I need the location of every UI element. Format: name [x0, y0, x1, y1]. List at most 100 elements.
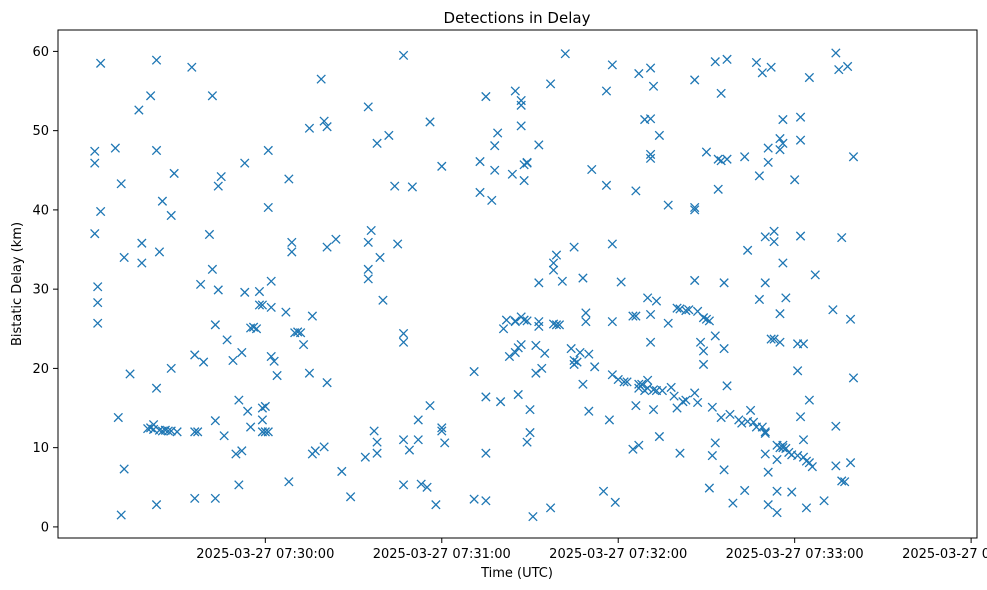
- data-point: [228, 355, 238, 366]
- data-point: [634, 440, 644, 450]
- data-point: [310, 446, 320, 456]
- data-point: [701, 314, 712, 324]
- data-point: [137, 258, 147, 268]
- data-point: [231, 449, 241, 459]
- data-point: [778, 442, 788, 453]
- data-point: [145, 91, 156, 101]
- y-tick-label: 60: [32, 45, 49, 60]
- data-point: [481, 91, 491, 102]
- data-point: [607, 316, 618, 327]
- data-point: [534, 278, 544, 288]
- data-point: [501, 315, 512, 325]
- data-point: [260, 427, 270, 437]
- data-point: [125, 369, 135, 379]
- data-point: [322, 242, 332, 252]
- data-point: [404, 445, 415, 455]
- data-point: [425, 400, 435, 411]
- data-point: [475, 187, 485, 198]
- data-point: [531, 340, 541, 351]
- data-point: [769, 334, 779, 344]
- data-point: [322, 122, 332, 132]
- data-point: [622, 377, 632, 387]
- data-point: [234, 480, 244, 490]
- data-point: [548, 265, 559, 275]
- data-point: [769, 236, 779, 247]
- data-point: [248, 322, 259, 332]
- data-point: [266, 276, 276, 286]
- data-point: [363, 274, 373, 284]
- data-point: [775, 145, 785, 155]
- data-point: [257, 415, 268, 425]
- data-point: [754, 294, 765, 305]
- data-point: [540, 348, 550, 359]
- data-point: [831, 48, 841, 58]
- data-point: [792, 450, 803, 461]
- data-point: [798, 339, 809, 349]
- data-point: [772, 454, 782, 465]
- data-point: [584, 349, 594, 359]
- data-point: [692, 397, 703, 408]
- data-point: [269, 356, 279, 366]
- chart-title: Detections in Delay: [444, 9, 591, 27]
- data-point: [469, 494, 479, 504]
- data-point: [613, 374, 623, 385]
- data-point: [331, 234, 341, 244]
- data-point: [645, 63, 656, 73]
- data-point: [575, 347, 585, 358]
- x-tick-label: 2025-03-27 07:34:00: [902, 547, 987, 562]
- data-point: [642, 383, 653, 393]
- data-point: [263, 145, 273, 156]
- data-point: [345, 492, 356, 502]
- data-point: [537, 363, 547, 374]
- data-point: [716, 412, 726, 423]
- data-point: [384, 130, 394, 141]
- data-point: [807, 462, 817, 472]
- data-point: [93, 297, 103, 308]
- data-point: [157, 196, 168, 206]
- data-point: [840, 477, 850, 487]
- data-point: [695, 337, 706, 347]
- data-point: [166, 363, 176, 374]
- data-point: [219, 431, 229, 441]
- data-point: [193, 427, 203, 437]
- data-point: [222, 335, 232, 345]
- data-point: [804, 395, 815, 405]
- data-point: [778, 258, 788, 268]
- data-point: [772, 507, 782, 518]
- data-point: [845, 314, 856, 324]
- data-point: [590, 362, 600, 372]
- data-point: [492, 128, 503, 138]
- data-point: [522, 437, 532, 447]
- data-point: [690, 388, 700, 398]
- data-point: [95, 58, 106, 68]
- data-point: [407, 182, 418, 192]
- data-point: [707, 402, 717, 412]
- data-point: [151, 500, 162, 510]
- data-point: [663, 200, 673, 210]
- data-point: [763, 500, 773, 510]
- data-point: [95, 206, 106, 217]
- data-point: [319, 442, 329, 452]
- data-point: [578, 273, 588, 283]
- data-point: [245, 422, 256, 432]
- data-point: [481, 448, 491, 458]
- data-point: [398, 480, 409, 490]
- y-tick-label: 30: [32, 283, 49, 298]
- data-point: [90, 158, 100, 168]
- data-point: [642, 375, 653, 385]
- data-point: [737, 418, 747, 428]
- data-point: [481, 392, 491, 402]
- data-point: [551, 320, 562, 330]
- data-point: [119, 252, 129, 263]
- data-point: [307, 311, 318, 321]
- data-point: [607, 370, 618, 380]
- data-point: [760, 427, 770, 437]
- data-point: [792, 366, 803, 376]
- y-axis-title: Bistatic Delay (km): [10, 222, 25, 346]
- data-point: [681, 305, 691, 316]
- data-point: [769, 226, 779, 236]
- data-point: [190, 350, 200, 360]
- y-tick-label: 20: [32, 362, 49, 377]
